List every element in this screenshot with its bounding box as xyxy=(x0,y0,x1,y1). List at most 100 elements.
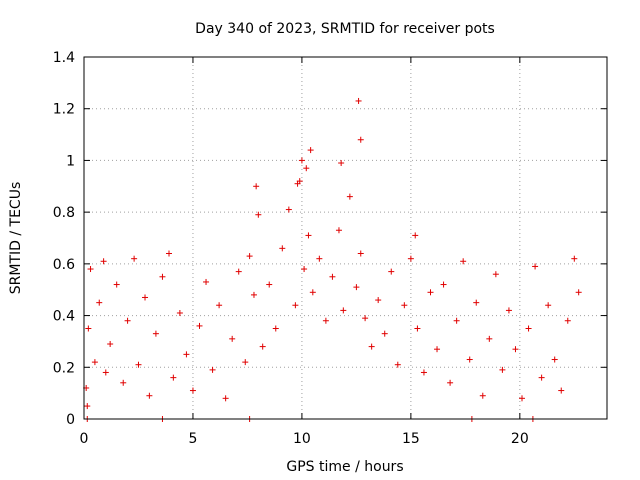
data-point xyxy=(525,325,532,332)
data-point xyxy=(279,245,286,252)
data-point xyxy=(176,309,183,316)
data-point xyxy=(571,255,578,262)
chart-title: Day 340 of 2023, SRMTID for receiver pot… xyxy=(195,21,495,37)
y-tick-label: 0.2 xyxy=(53,360,75,376)
data-point xyxy=(222,395,229,402)
data-point xyxy=(357,250,364,257)
data-point xyxy=(434,346,441,353)
x-axis-label: GPS time / hours xyxy=(286,459,403,475)
plot-frame xyxy=(83,56,608,420)
data-point xyxy=(412,232,419,239)
x-tick-label: 20 xyxy=(511,431,529,447)
data-point xyxy=(292,302,299,309)
data-point xyxy=(87,266,94,273)
data-point xyxy=(575,289,582,296)
data-point xyxy=(250,291,257,298)
data-point xyxy=(294,180,301,187)
data-point xyxy=(189,387,196,394)
data-point xyxy=(499,366,506,373)
data-point xyxy=(272,325,279,332)
data-point xyxy=(203,278,210,285)
y-axis-ticks: 0 0.2 0.4 0.6 0.8 1 1.2 1.4 xyxy=(53,50,607,428)
data-point xyxy=(353,284,360,291)
data-point xyxy=(165,250,172,257)
data-point xyxy=(519,395,526,402)
y-tick-label: 0 xyxy=(66,412,75,428)
data-point xyxy=(301,266,308,273)
data-point xyxy=(479,392,486,399)
data-point xyxy=(183,351,190,358)
data-point xyxy=(102,369,109,376)
data-point xyxy=(335,227,342,234)
data-point xyxy=(259,343,266,350)
data-point xyxy=(512,346,519,353)
data-point xyxy=(255,211,262,218)
data-point xyxy=(362,315,369,322)
data-point xyxy=(209,366,216,373)
data-point xyxy=(91,359,98,366)
data-point xyxy=(253,183,260,190)
data-point xyxy=(316,255,323,262)
grid-lines xyxy=(84,57,607,419)
data-point xyxy=(84,403,91,410)
data-point xyxy=(368,343,375,350)
y-tick-label: 0.8 xyxy=(53,205,75,221)
data-point xyxy=(266,281,273,288)
data-point xyxy=(159,273,166,280)
data-point xyxy=(216,302,223,309)
data-point xyxy=(96,299,103,306)
data-point xyxy=(466,356,473,363)
data-point xyxy=(505,307,512,314)
x-tick-label: 10 xyxy=(293,431,311,447)
data-point xyxy=(131,255,138,262)
data-point xyxy=(329,273,336,280)
data-point xyxy=(440,281,447,288)
data-point xyxy=(338,160,345,167)
data-point xyxy=(357,136,364,143)
data-point xyxy=(346,193,353,200)
data-points xyxy=(83,97,582,422)
data-point xyxy=(229,335,236,342)
data-point xyxy=(420,369,427,376)
data-point xyxy=(375,297,382,304)
data-point xyxy=(298,157,305,164)
data-point xyxy=(235,268,242,275)
x-tick-label: 5 xyxy=(188,431,197,447)
data-point xyxy=(394,361,401,368)
data-point xyxy=(414,325,421,332)
data-point xyxy=(486,335,493,342)
data-point xyxy=(303,165,310,172)
data-point xyxy=(146,392,153,399)
y-tick-label: 0.4 xyxy=(53,309,75,325)
data-point xyxy=(246,253,253,260)
data-point xyxy=(492,271,499,278)
data-point xyxy=(113,281,120,288)
data-point xyxy=(558,387,565,394)
data-point xyxy=(285,206,292,213)
data-point xyxy=(407,255,414,262)
y-tick-label: 1.2 xyxy=(53,102,75,118)
y-tick-label: 1 xyxy=(66,153,75,169)
data-point xyxy=(242,359,249,366)
y-axis-label: SRMTID / TECUs xyxy=(8,182,24,295)
data-point xyxy=(196,322,203,329)
data-point xyxy=(551,356,558,363)
data-point xyxy=(142,294,149,301)
x-tick-label: 15 xyxy=(402,431,420,447)
data-point xyxy=(170,374,177,381)
data-point xyxy=(460,258,467,265)
data-point xyxy=(85,325,92,332)
data-point xyxy=(538,374,545,381)
data-point xyxy=(305,232,312,239)
data-point xyxy=(307,147,314,154)
data-point xyxy=(388,268,395,275)
data-point xyxy=(473,299,480,306)
data-point xyxy=(381,330,388,337)
data-point xyxy=(152,330,159,337)
data-point xyxy=(564,317,571,324)
data-point xyxy=(453,317,460,324)
data-point xyxy=(107,341,114,348)
data-point xyxy=(447,379,454,386)
data-point xyxy=(355,97,362,104)
